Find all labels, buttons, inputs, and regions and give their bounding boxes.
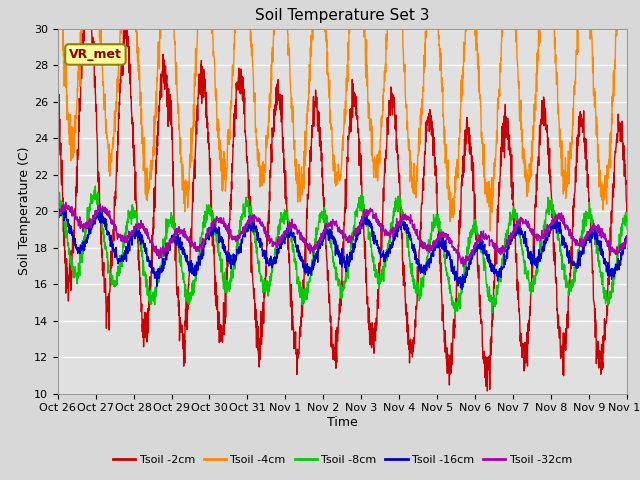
Title: Soil Temperature Set 3: Soil Temperature Set 3 (255, 9, 429, 24)
Legend: Tsoil -2cm, Tsoil -4cm, Tsoil -8cm, Tsoil -16cm, Tsoil -32cm: Tsoil -2cm, Tsoil -4cm, Tsoil -8cm, Tsoi… (108, 450, 577, 469)
Y-axis label: Soil Temperature (C): Soil Temperature (C) (18, 147, 31, 276)
Text: VR_met: VR_met (69, 48, 122, 61)
X-axis label: Time: Time (327, 416, 358, 429)
